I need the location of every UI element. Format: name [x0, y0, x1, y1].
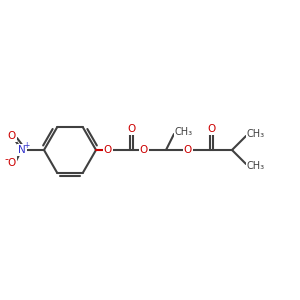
Text: O: O — [8, 131, 16, 141]
Text: O: O — [127, 124, 135, 134]
Text: CH₃: CH₃ — [247, 129, 265, 139]
Text: O: O — [8, 158, 16, 168]
Text: O: O — [104, 145, 112, 155]
Text: CH₃: CH₃ — [247, 161, 265, 171]
Text: O: O — [184, 145, 192, 155]
Text: +: + — [23, 140, 29, 149]
Text: N: N — [18, 145, 26, 155]
Text: CH₃: CH₃ — [175, 127, 193, 137]
Text: O: O — [207, 124, 215, 134]
Text: -: - — [4, 154, 8, 164]
Text: O: O — [140, 145, 148, 155]
